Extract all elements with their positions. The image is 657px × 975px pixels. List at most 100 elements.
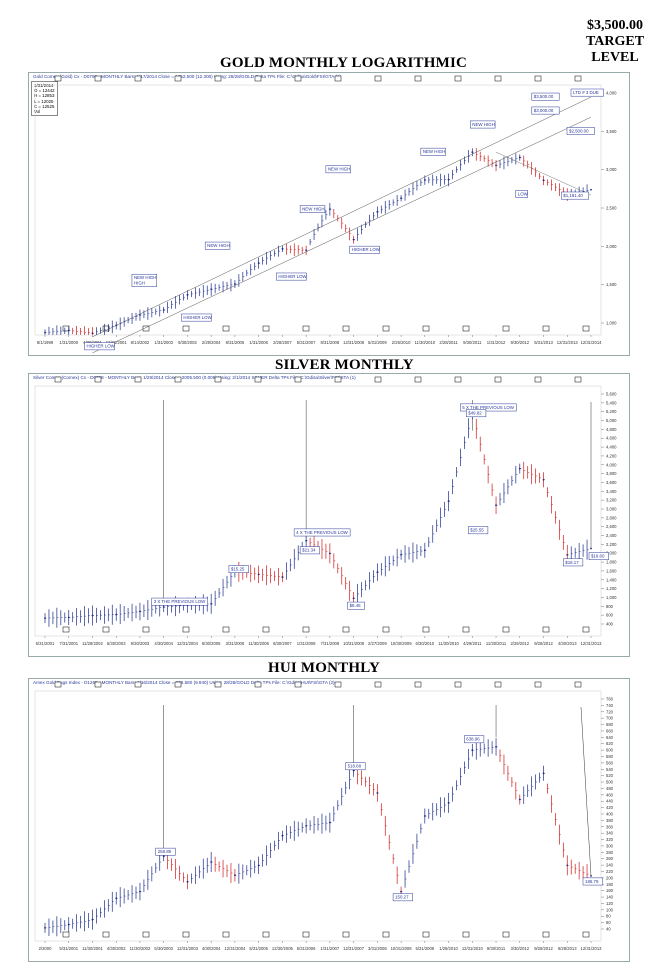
cycle-marker-top bbox=[54, 75, 62, 82]
ann-ltd-due-box bbox=[570, 88, 604, 97]
cycle-marker-bottom bbox=[422, 325, 430, 332]
y-tick-label: 420 bbox=[606, 805, 614, 810]
ann-price: $49.82 bbox=[468, 411, 482, 416]
ann-higher-low: HIGHER LOW bbox=[183, 315, 212, 320]
ann-price-box bbox=[468, 526, 489, 535]
data-point bbox=[139, 890, 141, 893]
cycle-marker-top bbox=[134, 376, 142, 383]
data-point bbox=[210, 602, 213, 605]
cycle-marker-bottom bbox=[342, 325, 350, 332]
cycle-marker-bottom bbox=[142, 931, 150, 938]
ann-new-high-box bbox=[204, 241, 231, 250]
cycle-marker-top bbox=[294, 376, 302, 383]
x-tick-label: 10/31/2008 bbox=[391, 946, 413, 951]
gold-ohlc-box: 1/31/2014 O = 12442 H = 12853 L = 12025 … bbox=[31, 81, 58, 117]
plot-area bbox=[34, 385, 602, 637]
data-point bbox=[91, 332, 94, 335]
ann-price-box bbox=[228, 565, 249, 573]
cycle-marker-bottom bbox=[182, 325, 190, 332]
cycle-marker-bottom bbox=[302, 931, 310, 938]
cycle-marker-bottom bbox=[462, 626, 470, 633]
data-point bbox=[518, 156, 521, 159]
gold-chart-header: Gold Comex (Gold) Cx - D0798 - MONTHLY B… bbox=[33, 74, 341, 79]
data-point bbox=[447, 178, 450, 181]
data-point bbox=[471, 749, 474, 752]
cycle-marker-top bbox=[534, 681, 542, 688]
cycle-marker-top bbox=[494, 75, 502, 82]
ann-price-box bbox=[466, 409, 487, 418]
y-tick-label: 1,600 bbox=[606, 568, 617, 573]
data-point bbox=[210, 861, 213, 863]
data-point bbox=[590, 188, 592, 191]
ann-price-box bbox=[582, 877, 603, 886]
cycle-marker-top bbox=[94, 376, 102, 383]
x-tick-label: 4/30/2013 bbox=[558, 641, 577, 646]
y-tick-label: 3,200 bbox=[606, 498, 617, 503]
x-tick-label: 1/31/2003 bbox=[154, 340, 173, 345]
x-tick-label: 12/31/2004 bbox=[177, 641, 199, 646]
cycle-marker-bottom bbox=[222, 626, 230, 633]
x-tick-label: 9/30/2012 bbox=[510, 340, 529, 345]
cycle-marker-bottom bbox=[582, 626, 590, 633]
cycle-marker-bottom bbox=[302, 626, 310, 633]
x-tick-label: 11/30/2011 bbox=[486, 641, 507, 646]
x-tick-label: 8/31/2005 bbox=[226, 340, 245, 345]
x-tick-label: 5/31/2005 bbox=[249, 946, 268, 951]
x-tick-label: 5/31/2007 bbox=[297, 340, 316, 345]
cycle-marker-top bbox=[214, 376, 222, 383]
x-tick-label: 8/31/2008 bbox=[321, 340, 340, 345]
ann-target-3500-box bbox=[531, 92, 560, 101]
cycle-marker-top bbox=[494, 376, 502, 383]
x-tick-label: 5/30/2003 bbox=[154, 946, 173, 951]
cycle-marker-top bbox=[174, 75, 182, 82]
cycle-marker-bottom bbox=[382, 325, 390, 332]
ann-new-high: NEW HIGH bbox=[472, 122, 494, 127]
y-tick-label: 260 bbox=[606, 856, 614, 861]
x-tick-label: 5/31/2001 bbox=[36, 641, 55, 646]
ann-higher-low: HIGHER LOW bbox=[278, 274, 307, 279]
y-tick-label: 4,400 bbox=[606, 445, 617, 450]
x-tick-label: 8/1/1999 bbox=[37, 340, 54, 345]
trend-channel-upper bbox=[92, 96, 592, 338]
cycle-marker-bottom bbox=[502, 626, 510, 633]
ohlc-line: L = 12025 bbox=[34, 98, 54, 104]
data-point bbox=[328, 821, 331, 824]
ohlc-line: C = 12525 bbox=[34, 103, 55, 109]
y-tick-label: 760 bbox=[606, 697, 614, 702]
y-tick-label: 720 bbox=[606, 709, 614, 714]
data-point bbox=[139, 314, 141, 316]
cycle-marker-bottom bbox=[462, 325, 470, 332]
data-point bbox=[67, 923, 70, 926]
ann-new-high-box bbox=[420, 147, 446, 156]
data-point bbox=[186, 294, 189, 296]
x-tick-label: 6/28/2013 bbox=[558, 946, 577, 951]
data-point bbox=[376, 571, 379, 574]
x-tick-label: 4/30/2002 bbox=[107, 946, 126, 951]
ann-price-box bbox=[588, 552, 609, 560]
y-tick-label: 3,600 bbox=[606, 480, 617, 485]
cycle-marker-bottom bbox=[462, 931, 470, 938]
cycle-marker-bottom bbox=[342, 626, 350, 633]
y-tick-label: 2,200 bbox=[606, 542, 617, 547]
data-point bbox=[162, 309, 165, 311]
data-point bbox=[328, 552, 331, 555]
data-point bbox=[328, 208, 331, 211]
cycle-marker-bottom bbox=[542, 626, 550, 633]
cycle-marker-bottom bbox=[262, 931, 270, 938]
data-point bbox=[67, 329, 70, 332]
ann-price: $8.45 bbox=[350, 603, 362, 608]
ann-low: LOW bbox=[518, 191, 529, 196]
ann-new-high-box bbox=[325, 165, 351, 174]
cycle-marker-top bbox=[214, 75, 222, 82]
x-tick-label: 12/31/2014 bbox=[581, 340, 603, 345]
cycle-marker-top bbox=[254, 681, 262, 688]
ann-4x-low: 4 X THE PREVIOUS LOW bbox=[296, 530, 348, 535]
ohlc-line: Vol bbox=[34, 109, 41, 115]
cycle-marker-bottom bbox=[142, 325, 150, 332]
y-tick-label: 620 bbox=[606, 741, 614, 746]
y-tick-label: 540 bbox=[606, 767, 614, 772]
cycle-marker-bottom bbox=[102, 931, 110, 938]
x-tick-label: 6/30/2005 bbox=[202, 641, 221, 646]
ann-ltd-due: LTD # 3 DUE bbox=[573, 90, 599, 95]
cycle-marker-top bbox=[574, 75, 582, 82]
